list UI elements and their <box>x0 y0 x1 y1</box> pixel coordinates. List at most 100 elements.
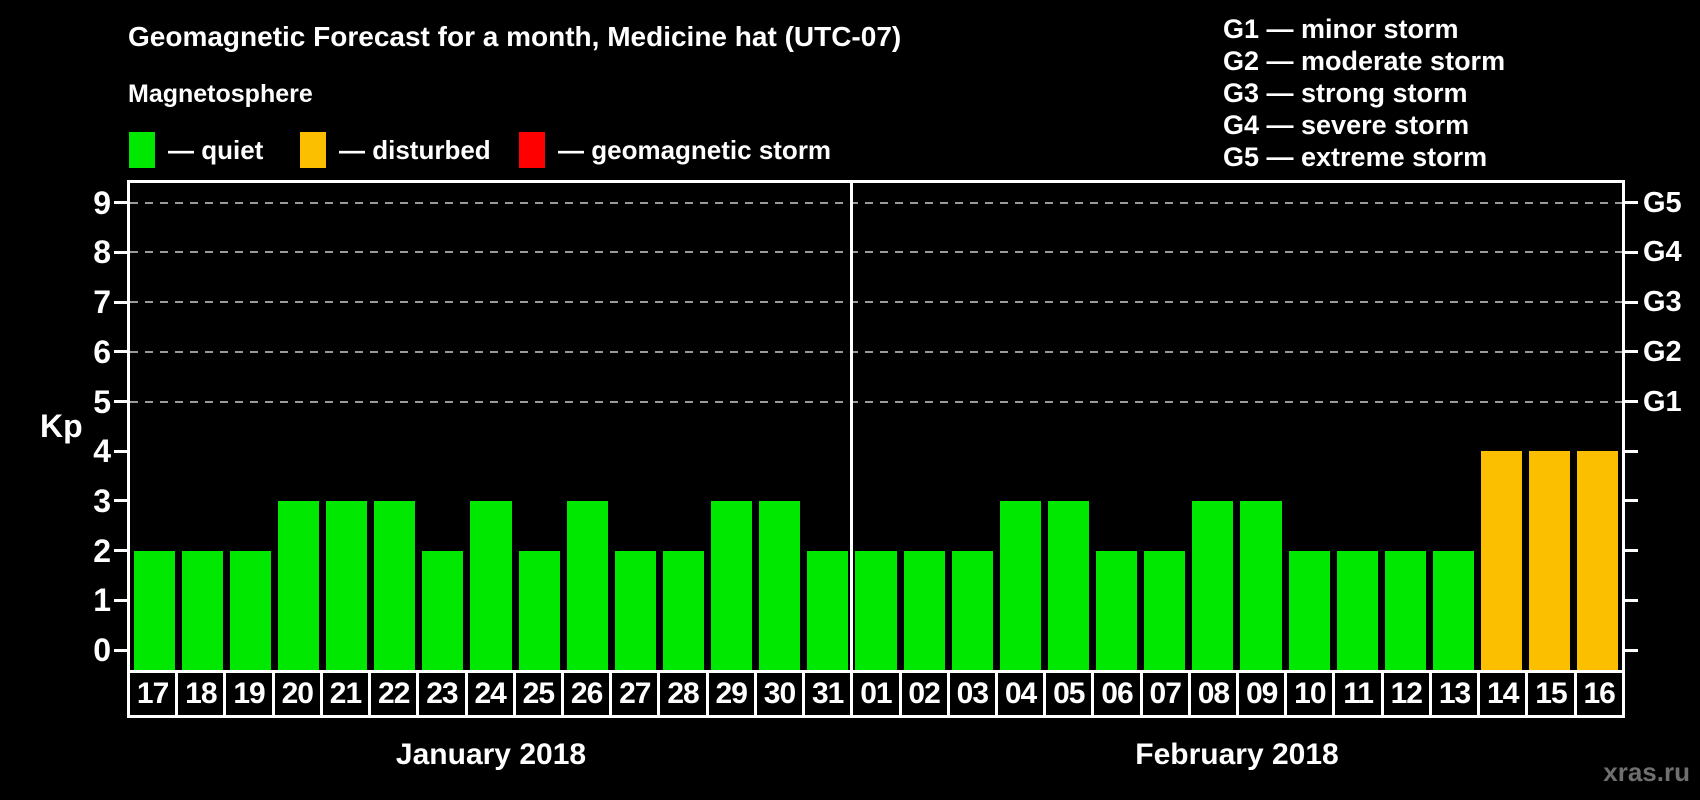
y-axis-tick <box>114 300 127 304</box>
y-tick-label: 8 <box>93 234 111 271</box>
kp-bar-day-26 <box>566 500 608 670</box>
kp-bar-day-25 <box>518 550 560 670</box>
y-tick-label: 1 <box>93 582 111 619</box>
right-axis-tick <box>1625 449 1638 453</box>
date-cell-14: 14 <box>1480 673 1529 715</box>
date-cell-25: 25 <box>516 673 564 715</box>
date-cell-19: 19 <box>226 673 275 715</box>
right-axis-tick <box>1625 549 1638 553</box>
y-tick-label: 6 <box>93 333 111 370</box>
date-cell-15: 15 <box>1528 673 1577 715</box>
date-cell-28: 28 <box>660 673 709 715</box>
date-axis: 17 18 19 20 21 22 23 24 25 26 27 28 29 30 31 01 02 03 04 05… <box>127 670 1625 718</box>
kp-bar-day-23 <box>422 550 464 670</box>
date-cell-07: 07 <box>1143 673 1191 715</box>
kp-bar-day-16 <box>1577 451 1619 670</box>
y-tick-label: 5 <box>93 383 111 420</box>
y-axis-tick <box>114 400 127 403</box>
plot-area: 0 1 2 3 4 5 6 7 8 9 G1 G2 G3 G4 G5 <box>93 180 1682 673</box>
kp-bar-day-30 <box>759 500 801 670</box>
kp-bar-day-11 <box>1336 550 1378 670</box>
kp-bar-day-14 <box>1481 451 1523 670</box>
storm-scale-line: G5 — extreme storm <box>1223 142 1488 172</box>
storm-scale-line: G2 — moderate storm <box>1223 46 1506 76</box>
kp-bar-day-29 <box>711 500 753 670</box>
date-cell-22: 22 <box>371 673 420 715</box>
date-cell-13: 13 <box>1432 673 1481 715</box>
storm-scale-line: G3 — strong storm <box>1223 78 1468 108</box>
date-cell-17: 17 <box>130 673 179 715</box>
y-axis-tick <box>114 549 127 553</box>
kp-bar-day-09 <box>1240 500 1282 670</box>
storm-scale-legend: G1 — minor storm G2 — moderate storm G3 — … <box>1223 13 1505 173</box>
kp-bar-day-02 <box>903 550 945 670</box>
quiet-swatch-icon <box>129 132 155 168</box>
date-cell-10: 10 <box>1287 673 1336 715</box>
y-axis-tick <box>114 250 127 254</box>
kp-bar-day-18 <box>181 550 223 670</box>
month-label-february: February 2018 <box>1135 738 1339 771</box>
date-cell-11: 11 <box>1335 673 1384 715</box>
date-cell-05: 05 <box>1046 673 1095 715</box>
date-cell-24: 24 <box>468 673 516 715</box>
date-cell-12: 12 <box>1384 673 1432 715</box>
right-axis-tick <box>1625 250 1638 254</box>
y-axis-tick <box>114 499 127 503</box>
right-axis-tick <box>1625 598 1638 602</box>
date-cell-26: 26 <box>564 673 613 715</box>
date-cell-18: 18 <box>178 673 227 715</box>
axis-left-line <box>127 180 130 673</box>
grid-line-kp7 <box>130 301 1622 304</box>
y-tick-label: 0 <box>93 632 111 668</box>
y-axis-tick <box>114 449 127 453</box>
right-axis-tick <box>1625 400 1638 403</box>
date-cell-08: 08 <box>1191 673 1240 715</box>
date-cell-02: 02 <box>902 673 950 715</box>
legend-item-storm: — geomagnetic storm <box>519 132 831 168</box>
kp-bar-day-03 <box>951 550 993 670</box>
kp-bar-day-10 <box>1288 550 1330 670</box>
g-scale-label-g4: G4 <box>1643 236 1682 269</box>
date-cell-27: 27 <box>612 673 661 715</box>
axis-top-line <box>127 180 1625 183</box>
kp-bar-day-19 <box>229 550 271 670</box>
kp-bar-day-12 <box>1384 550 1426 670</box>
y-tick-label: 7 <box>93 284 111 321</box>
y-axis-tick <box>114 598 127 602</box>
kp-bar-day-21 <box>326 500 368 670</box>
g-scale-label-g2: G2 <box>1643 335 1682 368</box>
chart-title: Geomagnetic Forecast for a month, Medici… <box>128 21 902 52</box>
chart-subtitle: Magnetosphere <box>128 80 313 108</box>
kp-bar-day-05 <box>1047 500 1090 670</box>
date-cell-31: 31 <box>805 673 854 715</box>
y-axis-tick <box>114 648 127 652</box>
kp-bar-day-17 <box>133 550 175 670</box>
date-cell-30: 30 <box>757 673 806 715</box>
month-label-january: January 2018 <box>395 738 587 771</box>
storm-scale-line: G4 — severe storm <box>1223 110 1470 140</box>
month-separator-line <box>850 183 854 670</box>
legend-item-disturbed: — disturbed <box>300 132 491 168</box>
g-scale-label-g5: G5 <box>1643 186 1682 219</box>
grid-line-kp5 <box>130 400 1622 403</box>
date-cell-20: 20 <box>275 673 323 715</box>
legend-item-quiet: — quiet <box>129 132 263 168</box>
right-axis-tick <box>1625 201 1638 205</box>
kp-bar-day-01 <box>855 550 897 670</box>
kp-bar-day-31 <box>807 550 849 670</box>
legend-label-disturbed: — disturbed <box>339 134 491 165</box>
watermark: xras.ru <box>1603 757 1690 787</box>
y-tick-label: 4 <box>93 433 111 470</box>
date-cell-29: 29 <box>709 673 757 715</box>
date-cell-06: 06 <box>1094 673 1143 715</box>
kp-bar-day-28 <box>662 550 705 670</box>
axis-right-line <box>1622 180 1625 673</box>
storm-swatch-icon <box>519 132 545 168</box>
y-axis-tick <box>114 350 127 354</box>
kp-bar-day-27 <box>614 550 656 670</box>
date-cell-23: 23 <box>419 673 468 715</box>
kp-bar-day-06 <box>1096 550 1138 670</box>
right-axis-tick <box>1625 350 1638 354</box>
grid-line-kp6 <box>130 350 1622 353</box>
g-scale-label-g1: G1 <box>1643 385 1682 418</box>
